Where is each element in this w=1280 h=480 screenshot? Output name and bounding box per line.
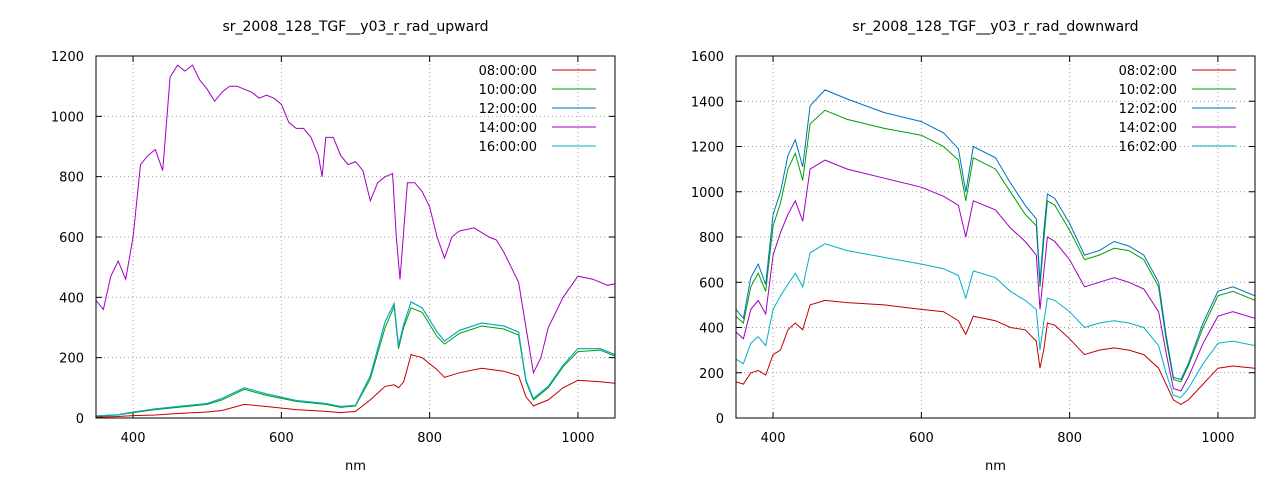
x-tick-label: 600 [269,431,294,446]
series-line-2 [736,89,1255,381]
y-tick-label: 400 [59,291,84,306]
series-line-0 [96,353,615,418]
chart-upward-svg: sr_2008_128_TGF__y03_r_rad_upward 400 600 8… [51,19,616,474]
y-tick-label: 1000 [51,110,84,125]
chart-upward: sr_2008_128_TGF__y03_r_rad_upward 400 600 8… [51,19,616,474]
x-tick-label: 400 [121,431,146,446]
series-line-0 [736,299,1255,405]
x-tick-label: 800 [1057,431,1082,446]
legend-label-1: 10:00:00 [479,83,537,98]
legend-label-0: 08:02:00 [1119,64,1177,79]
y-tick-label: 0 [716,412,724,427]
x-axis-label: nm [345,459,366,474]
legend-label-4: 16:00:00 [479,140,537,155]
chart-downward: sr_2008_128_TGF__y03_r_rad_downward 400 60… [640,0,1280,480]
legend-label-4: 16:02:00 [1119,140,1177,155]
series-line-3 [736,159,1255,392]
x-tick-label: 600 [909,431,934,446]
x-tick-label: 1000 [561,431,594,446]
legend-label-2: 12:02:00 [1119,102,1177,117]
chart-downward-svg: sr_2008_128_TGF__y03_r_rad_downward 400 60… [691,19,1256,474]
series-line-1 [736,109,1255,383]
y-tick-label: 1400 [691,95,724,110]
series-line-4 [96,301,615,417]
legend-label-0: 08:00:00 [479,64,537,79]
legend-label-3: 14:02:00 [1119,121,1177,136]
x-tick-label: 800 [417,431,442,446]
y-tick-label: 800 [699,231,724,246]
plot-frame [95,55,616,419]
y-tick-label: 600 [699,276,724,291]
x-axis-label: nm [985,459,1006,474]
legend-label-3: 14:00:00 [479,121,537,136]
x-tick-label: 1000 [1201,431,1234,446]
plot-frame [735,55,1256,419]
y-tick-label: 1200 [51,50,84,65]
series-line-1 [96,306,615,417]
series-line-4 [736,243,1255,399]
y-tick-label: 600 [59,231,84,246]
y-tick-label: 400 [699,322,724,337]
legend-label-2: 12:00:00 [479,102,537,117]
x-tick-label: 400 [761,431,786,446]
chart-title: sr_2008_128_TGF__y03_r_rad_downward [852,19,1138,35]
y-tick-label: 0 [76,412,84,427]
series-line-2 [96,301,615,417]
y-tick-label: 800 [59,171,84,186]
y-tick-label: 1200 [691,141,724,156]
y-tick-label: 200 [59,352,84,367]
legend-label-1: 10:02:00 [1119,83,1177,98]
y-tick-label: 1000 [691,186,724,201]
y-tick-label: 1600 [691,50,724,65]
y-tick-label: 200 [699,367,724,382]
series-line-3 [96,64,615,375]
chart-title: sr_2008_128_TGF__y03_r_rad_upward [222,19,488,35]
